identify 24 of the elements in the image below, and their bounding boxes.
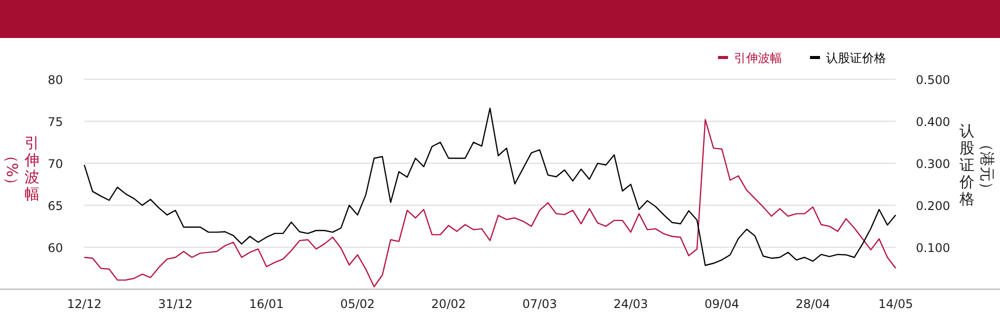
y-tick-label: 60 [48, 240, 63, 255]
legend-label: 认股证价格 [826, 51, 886, 65]
line-series [84, 119, 896, 288]
x-tick-label: 20/02 [431, 297, 466, 311]
x-tick-label: 07/03 [522, 297, 557, 311]
x-tick-label: 16/01 [249, 297, 284, 311]
x-tick-label: 05/02 [340, 297, 375, 311]
x-tick-label: 12/12 [67, 297, 102, 311]
y2-tick-label: 0.400 [916, 114, 950, 129]
y-tick-label: 70 [48, 156, 63, 171]
y-tick-label: 65 [48, 198, 63, 213]
y2-tick-label: 0.300 [916, 156, 950, 171]
y2-tick-label: 0.500 [916, 72, 950, 87]
y2-tick-label: 0.100 [916, 240, 950, 255]
x-tick-label: 14/05 [878, 297, 913, 311]
x-tick-label: 24/03 [613, 297, 648, 311]
line-series [84, 108, 896, 266]
x-tick-label: 09/04 [704, 297, 740, 311]
x-tick-label: 31/12 [158, 297, 193, 311]
y-tick-label: 80 [48, 72, 63, 87]
y-tick-label: 75 [48, 114, 63, 129]
x-tick-label: 28/04 [796, 297, 830, 311]
legend-label: 引伸波幅 [734, 51, 782, 65]
y2-tick-label: 0.200 [916, 198, 950, 213]
